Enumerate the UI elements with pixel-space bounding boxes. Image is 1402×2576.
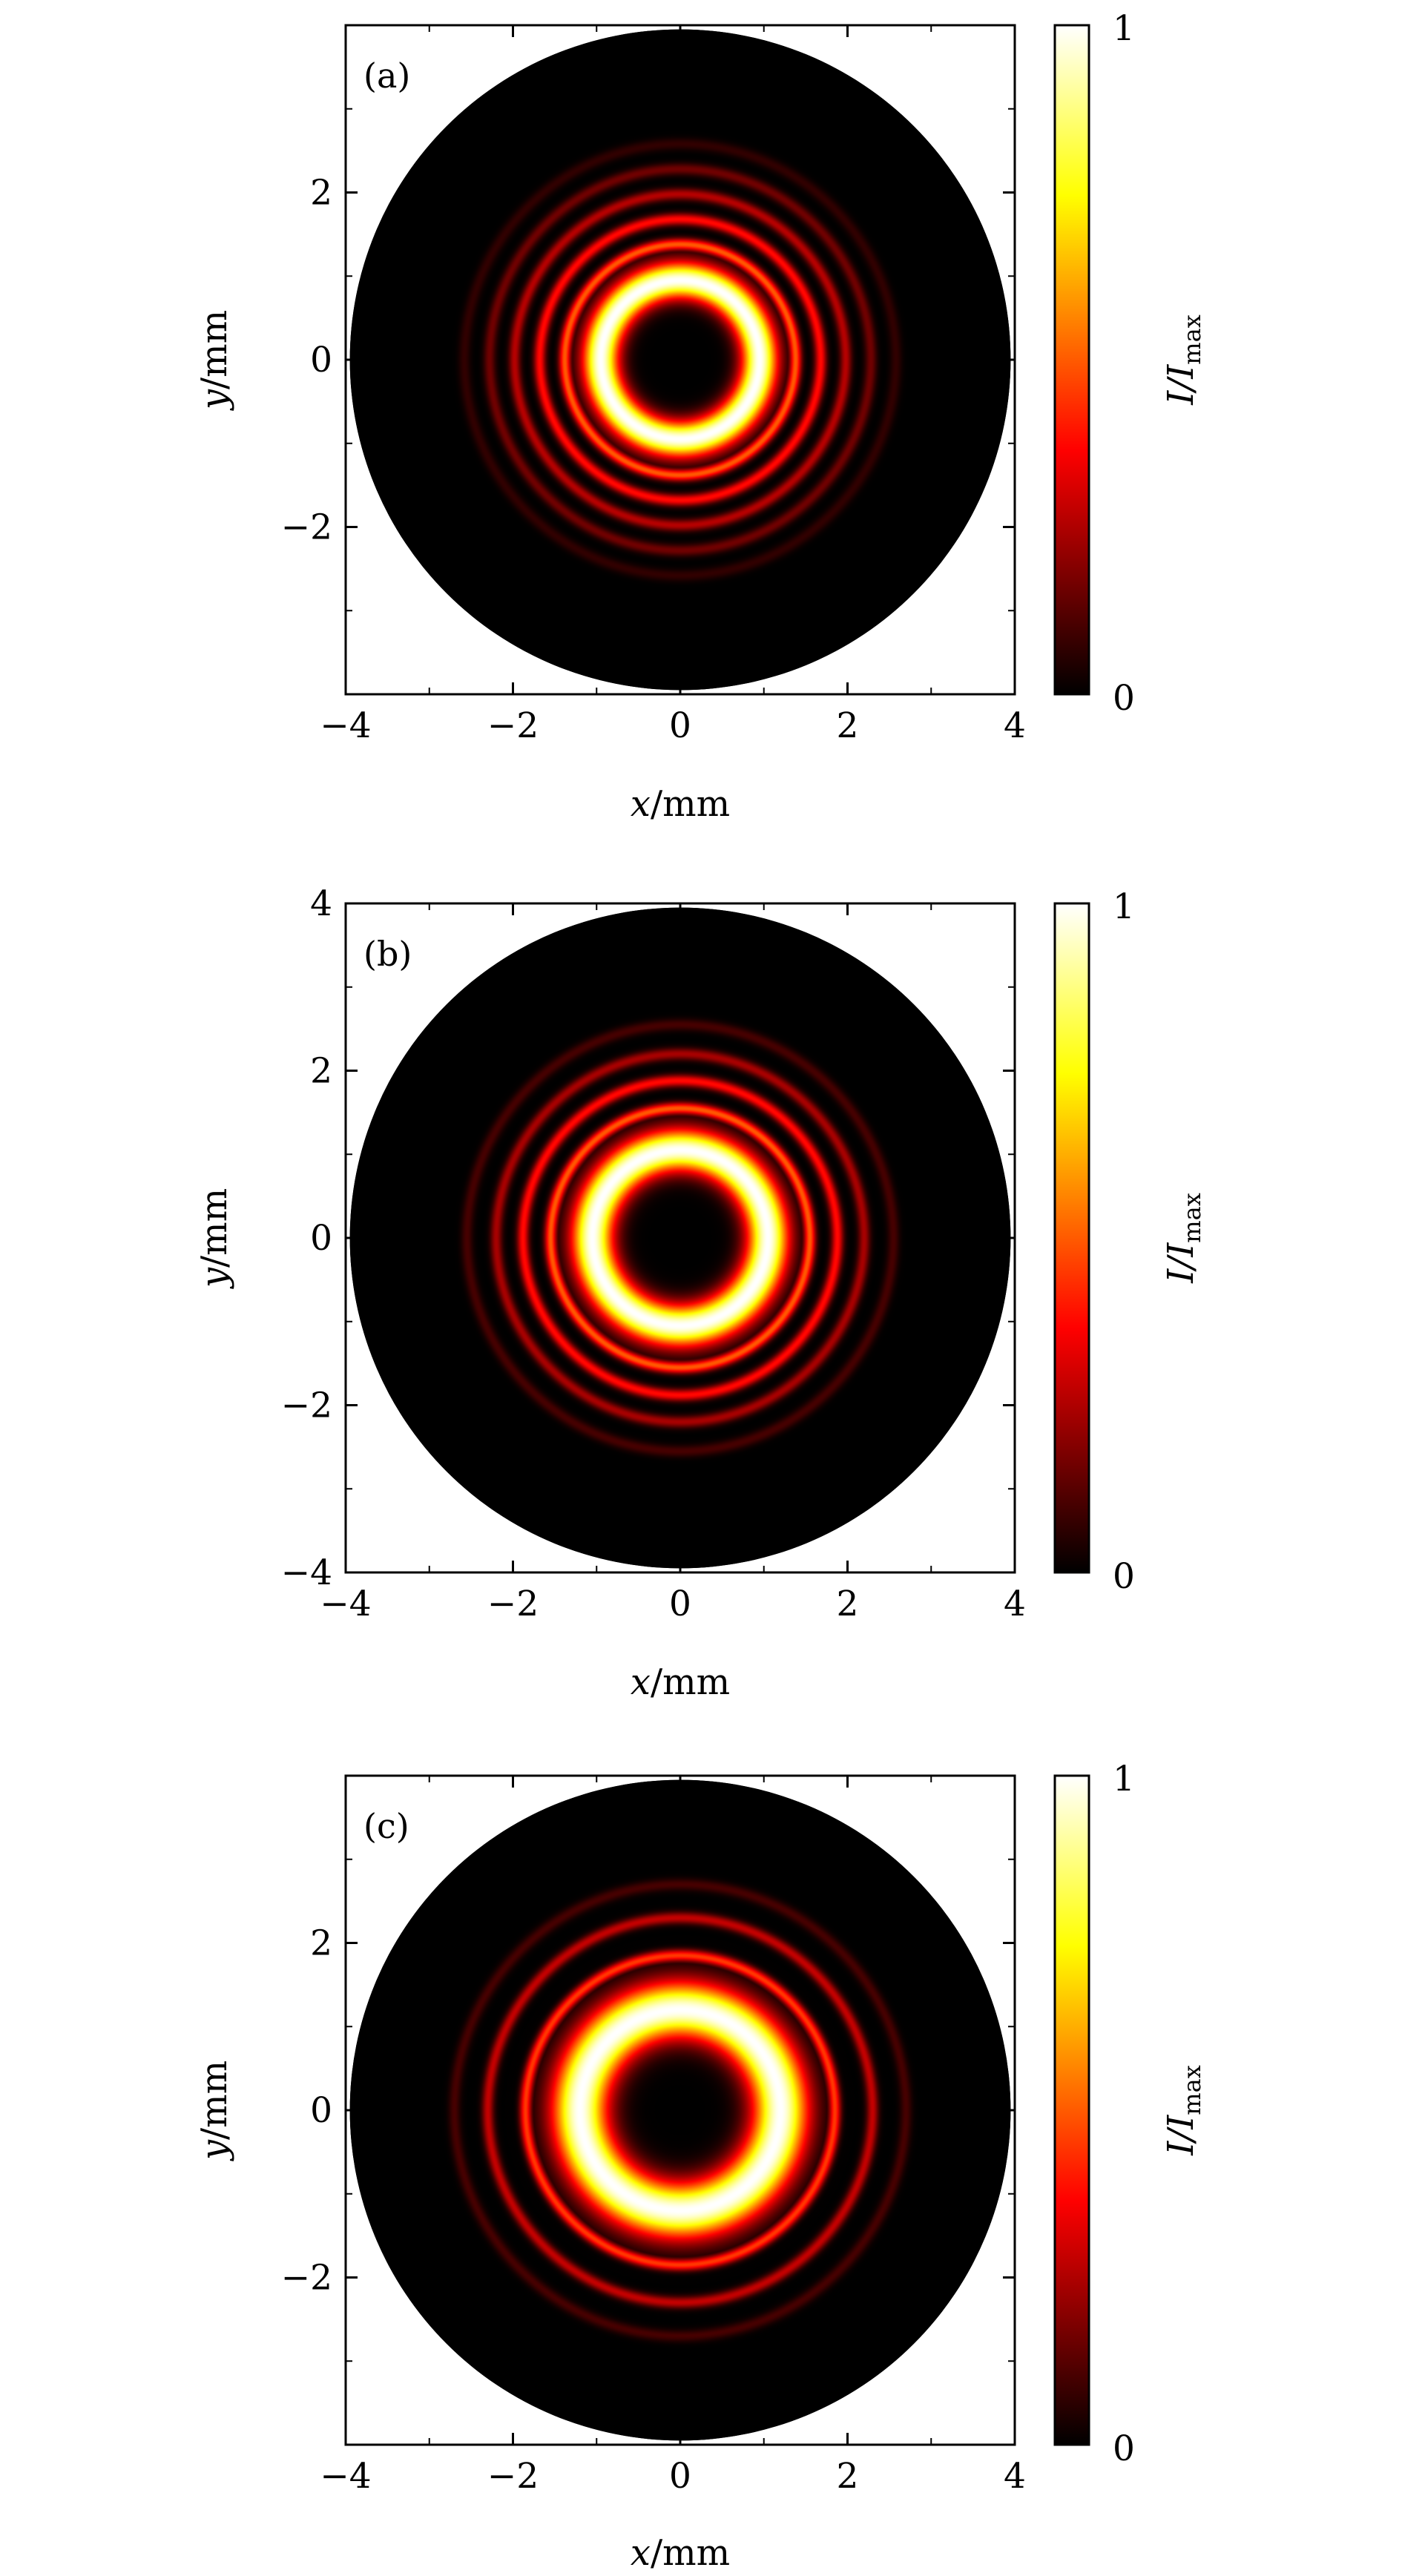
colorbar-b <box>1053 902 1090 1574</box>
y-axis-title-b: y/mm <box>194 1188 235 1289</box>
intensity-rings <box>349 29 1011 691</box>
y-tick-label: −2 <box>281 2258 332 2299</box>
x-tick-label: −2 <box>487 1584 539 1624</box>
x-tick-label: −2 <box>487 2456 539 2497</box>
y-tick-label: −2 <box>281 507 332 548</box>
y-tick-label: −4 <box>281 1552 332 1593</box>
colorbar-tick-max-a: 1 <box>1113 8 1135 49</box>
x-axis-title-b: x/mm <box>631 1661 730 1703</box>
y-tick-label: 4 <box>310 883 332 924</box>
y-tick-label: 0 <box>310 1218 332 1259</box>
x-tick-label: 4 <box>1004 1584 1026 1624</box>
heatmap-b <box>349 907 1011 1569</box>
y-axis-title-c: y/mm <box>194 2061 235 2161</box>
x-axis-title-a: x/mm <box>631 783 730 825</box>
colorbar-tick-max-b: 1 <box>1113 886 1135 927</box>
panel-b: −4 −2 0 2 4 −4 −2 0 2 4 (b) x/mm y/mm 1 0 I/Imax <box>194 883 1206 1703</box>
x-tick-label: 0 <box>669 705 691 746</box>
colorbar-tick-max-c: 1 <box>1113 1759 1135 1799</box>
x-tick-label: 2 <box>837 705 859 746</box>
panel-label-c: (c) <box>363 1806 409 1846</box>
colorbar-label-a: I/Imax <box>1160 314 1206 406</box>
colorbar-c <box>1053 1774 1090 2446</box>
x-tick-label: −2 <box>487 705 539 746</box>
x-tick-label: 2 <box>837 2456 859 2497</box>
y-tick-label: 2 <box>310 1051 332 1092</box>
panel-label-a: (a) <box>363 56 410 96</box>
heatmap-c <box>349 1779 1011 2441</box>
x-tick-label: −4 <box>320 1584 371 1624</box>
x-tick-label: 4 <box>1004 705 1026 746</box>
ticks-a: −4 −2 0 2 4 −2 0 2 <box>281 25 1026 746</box>
panel-label-b: (b) <box>363 934 412 974</box>
intensity-rings <box>349 1779 1011 2441</box>
y-tick-label: 2 <box>310 173 332 214</box>
panel-c: −4 −2 0 2 4 −2 0 2 (c) x/mm y/mm 1 0 I/Imax <box>194 1759 1206 2574</box>
intensity-rings <box>349 907 1011 1569</box>
y-tick-label: 0 <box>310 340 332 381</box>
x-tick-label: 2 <box>837 1584 859 1624</box>
x-tick-label: 0 <box>669 2456 691 2497</box>
x-tick-label: 0 <box>669 1584 691 1624</box>
panel-a: −4 −2 0 2 4 −2 0 2 (a) x/mm y/mm 1 0 I/Imax <box>194 8 1206 825</box>
colorbar-tick-min-a: 0 <box>1113 678 1135 719</box>
x-tick-label: 4 <box>1004 2456 1026 2497</box>
ticks-c: −4 −2 0 2 4 −2 0 2 <box>281 1776 1026 2497</box>
x-tick-label: −4 <box>320 705 371 746</box>
y-tick-label: 2 <box>310 1923 332 1964</box>
colorbar-label-c: I/Imax <box>1160 2065 1206 2156</box>
colorbar-a <box>1053 24 1090 696</box>
ticks-b: −4 −2 0 2 4 −4 −2 0 2 4 <box>281 883 1026 1624</box>
colorbar-tick-min-c: 0 <box>1113 2428 1135 2469</box>
x-axis-title-c: x/mm <box>631 2532 730 2574</box>
heatmap-a <box>349 29 1011 691</box>
y-tick-label: 0 <box>310 2090 332 2131</box>
x-tick-label: −4 <box>320 2456 371 2497</box>
y-tick-label: −2 <box>281 1386 332 1426</box>
colorbar-tick-min-b: 0 <box>1113 1556 1135 1597</box>
colorbar-label-b: I/Imax <box>1160 1193 1206 1284</box>
y-axis-title-a: y/mm <box>194 310 235 411</box>
